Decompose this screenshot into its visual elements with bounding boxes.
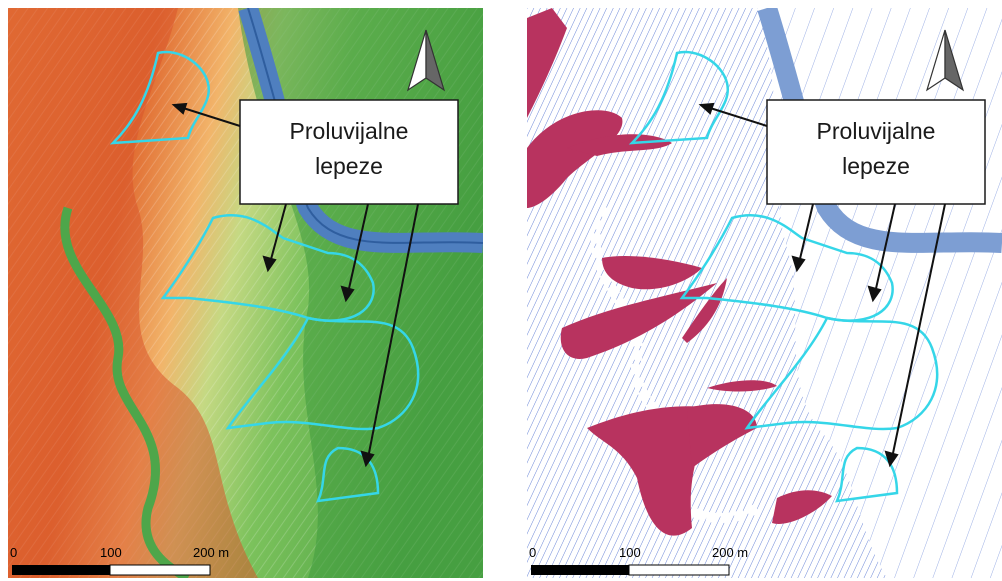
fan-outlines xyxy=(109,50,420,503)
scale-segment-light xyxy=(628,564,730,576)
fan-label-line2: lepeze xyxy=(315,153,383,179)
arrow-3-head xyxy=(340,285,355,303)
arrow-2 xyxy=(798,203,814,264)
scale-segment-dark xyxy=(12,565,110,575)
landslide-10 xyxy=(772,490,832,524)
fan-label-line1: Proluvijalne xyxy=(290,118,409,144)
fan-outline-1 xyxy=(628,50,730,145)
river-bank xyxy=(247,8,483,244)
scale-tick-200: 200 m xyxy=(712,545,748,560)
fan-outline-4 xyxy=(834,446,899,503)
arrow-3 xyxy=(874,203,896,294)
scale-tick-0: 0 xyxy=(529,545,536,560)
slope-map-panel: Proluvijalne lepeze 0 100 200 m xyxy=(8,8,483,578)
landslides xyxy=(527,8,832,536)
arrow-2-head xyxy=(262,255,277,273)
scale-segment-light xyxy=(109,564,211,576)
landslide-9 xyxy=(687,404,757,468)
north-arrow-icon xyxy=(925,29,965,92)
road xyxy=(590,205,760,523)
scale-segment-dark xyxy=(531,565,629,575)
scale-bar: 0 100 200 m xyxy=(10,545,229,576)
arrow-1 xyxy=(179,106,241,127)
north-arrow-icon xyxy=(406,29,446,92)
river xyxy=(757,8,1002,253)
arrow-4 xyxy=(367,203,419,459)
fan-outline-4 xyxy=(315,446,380,503)
landslide-7 xyxy=(707,380,777,392)
contour-map-panel: Proluvijalne lepeze 0 100 200 m xyxy=(527,8,1002,578)
scale-tick-0: 0 xyxy=(10,545,17,560)
landslide-4 xyxy=(602,256,702,290)
arrow-4 xyxy=(891,203,946,459)
landslide-1 xyxy=(527,8,567,118)
fan-outline-1 xyxy=(109,50,211,145)
western-slopes xyxy=(8,8,258,578)
slope-map: Proluvijalne lepeze 0 100 200 m xyxy=(8,8,483,578)
fan-outlines xyxy=(628,50,939,503)
contour-map: Proluvijalne lepeze 0 100 200 m xyxy=(527,8,1002,578)
fan-outline-2 xyxy=(160,214,375,322)
fan-label-line2: lepeze xyxy=(842,153,910,179)
landslide-3 xyxy=(567,134,672,156)
fan-outline-2 xyxy=(679,214,894,322)
scale-tick-200: 200 m xyxy=(193,545,229,560)
arrow-4-head xyxy=(884,450,899,468)
fan-label-box xyxy=(239,99,459,205)
fan-label-box xyxy=(766,99,986,205)
fan-outline-3 xyxy=(225,316,420,431)
fan-label-line1: Proluvijalne xyxy=(817,118,936,144)
landslide-8 xyxy=(587,406,717,536)
arrow-1 xyxy=(706,106,768,127)
scale-tick-100: 100 xyxy=(100,545,122,560)
arrow-2-head xyxy=(791,255,806,273)
scale-bar: 0 100 200 m xyxy=(529,545,748,576)
arrow-1-head xyxy=(698,102,715,115)
arrow-1-head xyxy=(171,102,188,115)
label-arrows xyxy=(171,102,419,468)
arrow-4-head xyxy=(360,450,375,468)
arrow-3-head xyxy=(867,285,882,303)
arrow-2 xyxy=(269,203,287,264)
arrow-3 xyxy=(347,203,369,294)
landslide-5 xyxy=(560,283,717,359)
valley-stream xyxy=(60,206,191,578)
fan-outline-3 xyxy=(744,316,939,431)
scale-tick-100: 100 xyxy=(619,545,641,560)
landslide-6 xyxy=(682,278,727,343)
label-arrows xyxy=(698,102,946,468)
landslide-2 xyxy=(527,110,623,208)
